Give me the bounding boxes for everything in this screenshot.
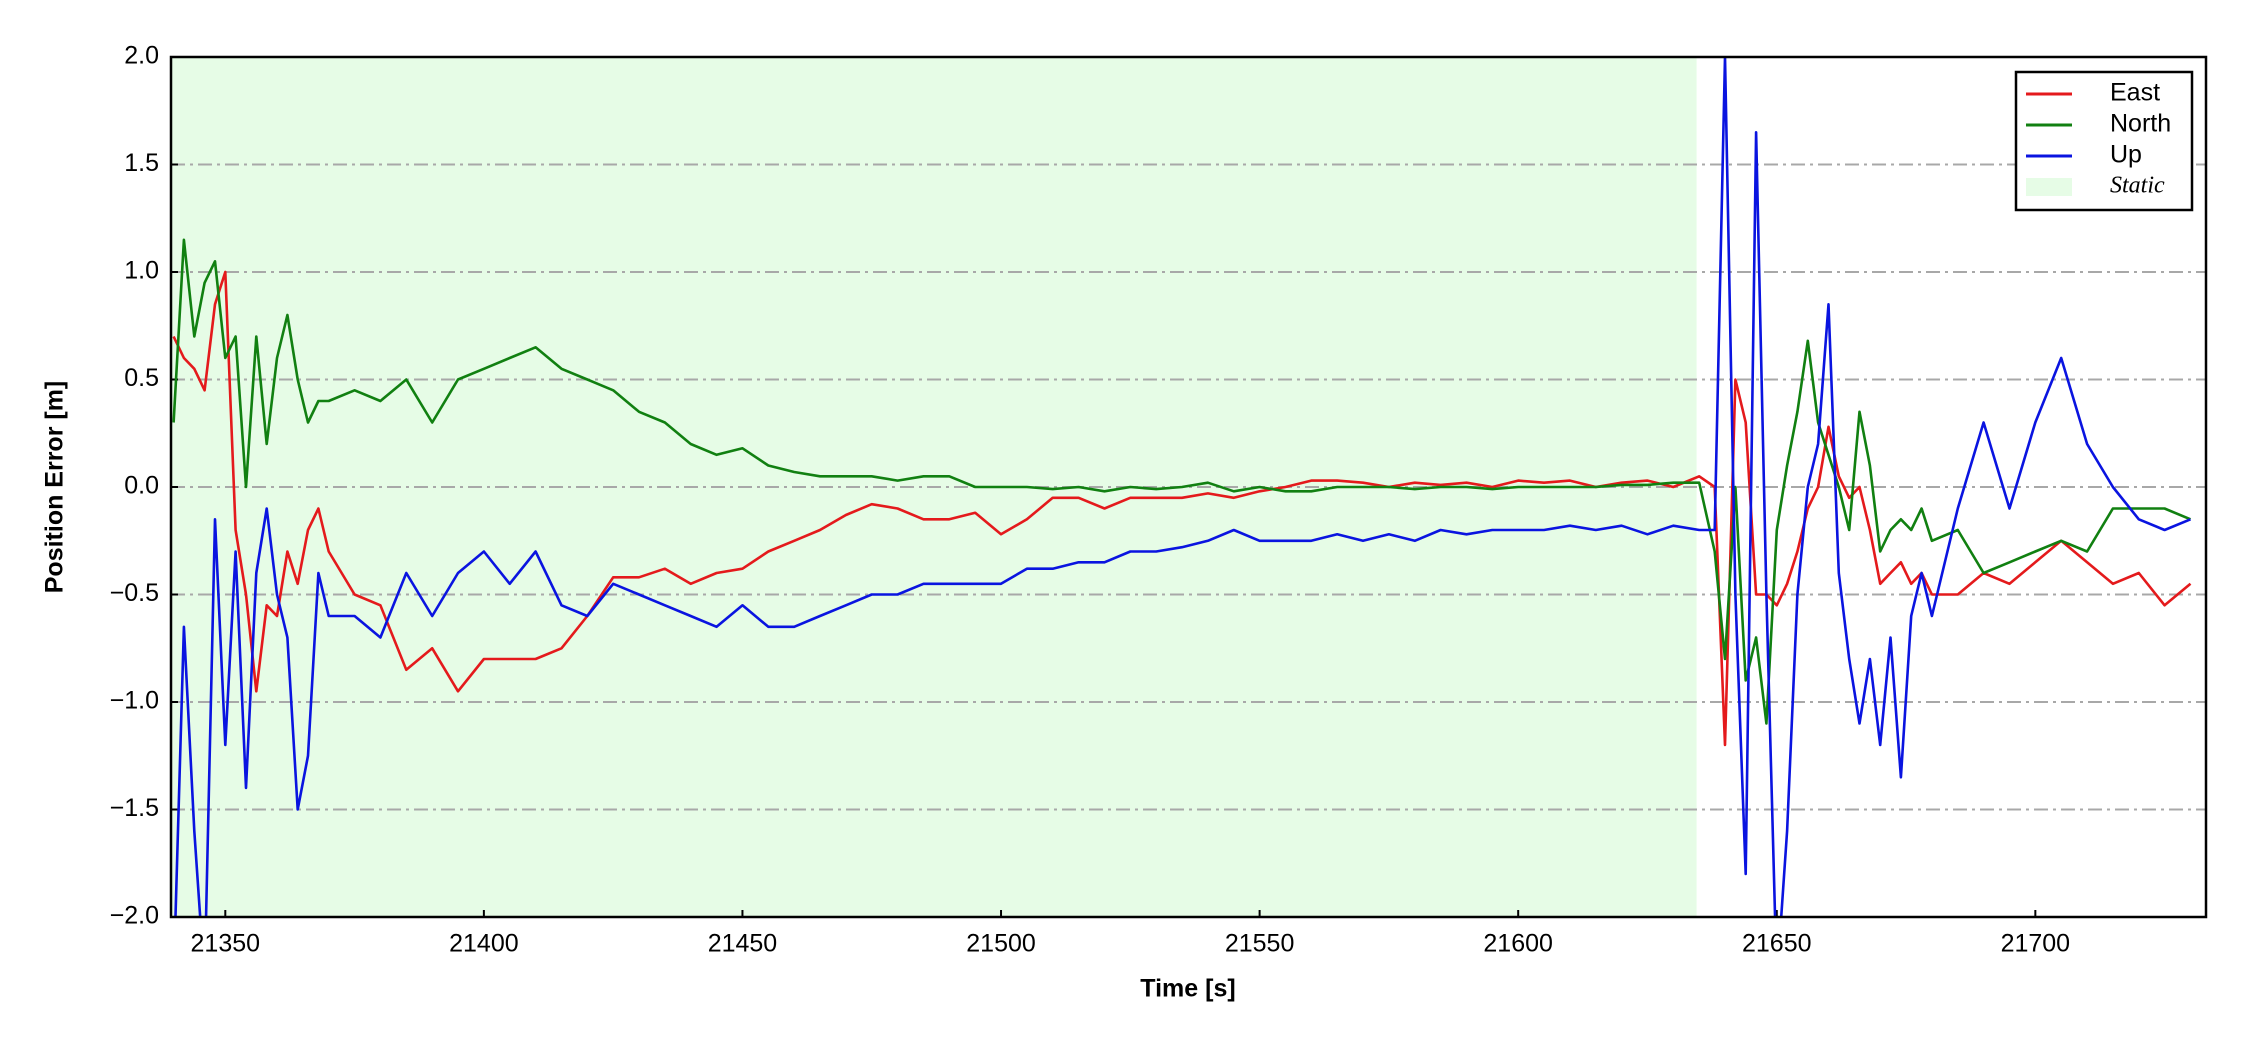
legend: East North Up Static xyxy=(2014,70,2194,212)
y-tick-label: −1.5 xyxy=(110,794,159,822)
plot-lines xyxy=(172,57,2192,917)
y-tick-label: −0.5 xyxy=(110,579,159,607)
legend-label: Up xyxy=(2110,141,2142,169)
x-tick-label: 21700 xyxy=(2001,930,2071,958)
x-tick-label: 21650 xyxy=(1742,930,1812,958)
x-tick-label: 21600 xyxy=(1483,930,1553,958)
legend-label: North xyxy=(2110,110,2171,138)
legend-swatch xyxy=(2026,178,2072,196)
x-tick-label: 21550 xyxy=(1225,930,1295,958)
series-line xyxy=(172,270,2192,747)
x-axis-label: Time [s] xyxy=(1140,975,1235,1003)
plot-frame xyxy=(169,55,2208,919)
legend-label: Static xyxy=(2110,173,2165,199)
y-tick-label: −1.0 xyxy=(110,687,159,715)
y-tick-label: 2.0 xyxy=(124,42,159,70)
y-tick-label: 1.0 xyxy=(124,257,159,285)
y-tick-label: 0.0 xyxy=(124,472,159,500)
x-tick-label: 21500 xyxy=(966,930,1036,958)
x-tick-label: 21350 xyxy=(191,930,261,958)
series-line xyxy=(172,238,2192,725)
series-line xyxy=(174,57,2191,917)
legend-label: East xyxy=(2110,79,2160,107)
y-tick-label: 1.5 xyxy=(124,149,159,177)
y-axis-label: Position Error [m] xyxy=(41,381,69,594)
y-tick-label: 0.5 xyxy=(124,364,159,392)
y-tick-label: −2.0 xyxy=(110,902,159,930)
x-tick-label: 21450 xyxy=(708,930,778,958)
x-tick-label: 21400 xyxy=(449,930,519,958)
